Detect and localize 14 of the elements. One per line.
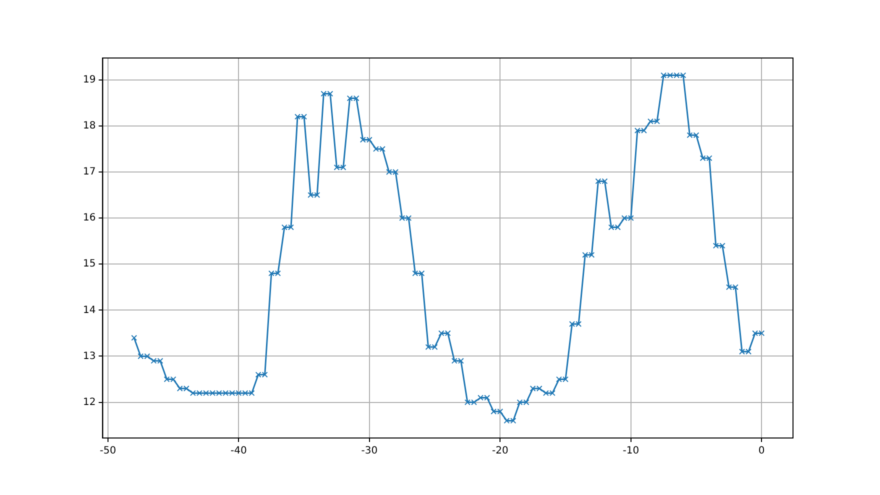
y-tick-label: 18 <box>82 120 96 132</box>
y-tick-label: 13 <box>82 350 96 362</box>
y-tick-label: 12 <box>82 396 96 408</box>
y-tick-label: 16 <box>82 212 96 224</box>
x-tick-label: -10 <box>622 446 640 457</box>
y-tick-label: 17 <box>82 166 96 178</box>
y-tick-label: 15 <box>82 258 96 270</box>
x-tick-label: 0 <box>758 446 765 457</box>
y-tick-label: 19 <box>82 74 96 86</box>
x-tick-label: -20 <box>492 446 508 457</box>
x-tick-label: -30 <box>361 446 378 457</box>
y-tick-label: 14 <box>82 304 96 316</box>
x-tick-label: -40 <box>230 446 247 457</box>
x-tick-label: -50 <box>100 446 116 457</box>
